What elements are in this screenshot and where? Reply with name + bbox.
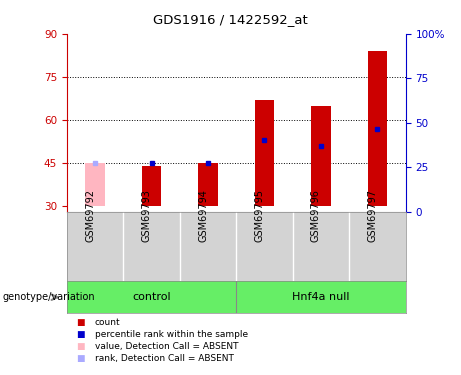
Text: GSM69797: GSM69797	[367, 189, 378, 242]
Text: ■: ■	[76, 330, 84, 339]
Text: ■: ■	[76, 318, 84, 327]
Bar	[254, 100, 274, 206]
Text: GSM69796: GSM69796	[311, 189, 321, 242]
Text: Hnf4a null: Hnf4a null	[292, 292, 350, 302]
Text: genotype/variation: genotype/variation	[2, 292, 95, 302]
Text: GSM69794: GSM69794	[198, 189, 208, 242]
Text: control: control	[132, 292, 171, 302]
Text: percentile rank within the sample: percentile rank within the sample	[95, 330, 248, 339]
Text: GSM69795: GSM69795	[254, 189, 265, 242]
Text: GDS1916 / 1422592_at: GDS1916 / 1422592_at	[153, 13, 308, 26]
Text: ■: ■	[76, 342, 84, 351]
Text: GSM69792: GSM69792	[85, 189, 95, 242]
Text: GSM69793: GSM69793	[142, 189, 152, 242]
Bar	[142, 166, 161, 206]
Text: value, Detection Call = ABSENT: value, Detection Call = ABSENT	[95, 342, 238, 351]
Bar	[198, 163, 218, 206]
Text: ■: ■	[76, 354, 84, 363]
Bar	[85, 163, 105, 206]
Text: rank, Detection Call = ABSENT: rank, Detection Call = ABSENT	[95, 354, 233, 363]
Text: count: count	[95, 318, 120, 327]
Bar	[311, 106, 331, 206]
Bar	[367, 51, 387, 206]
